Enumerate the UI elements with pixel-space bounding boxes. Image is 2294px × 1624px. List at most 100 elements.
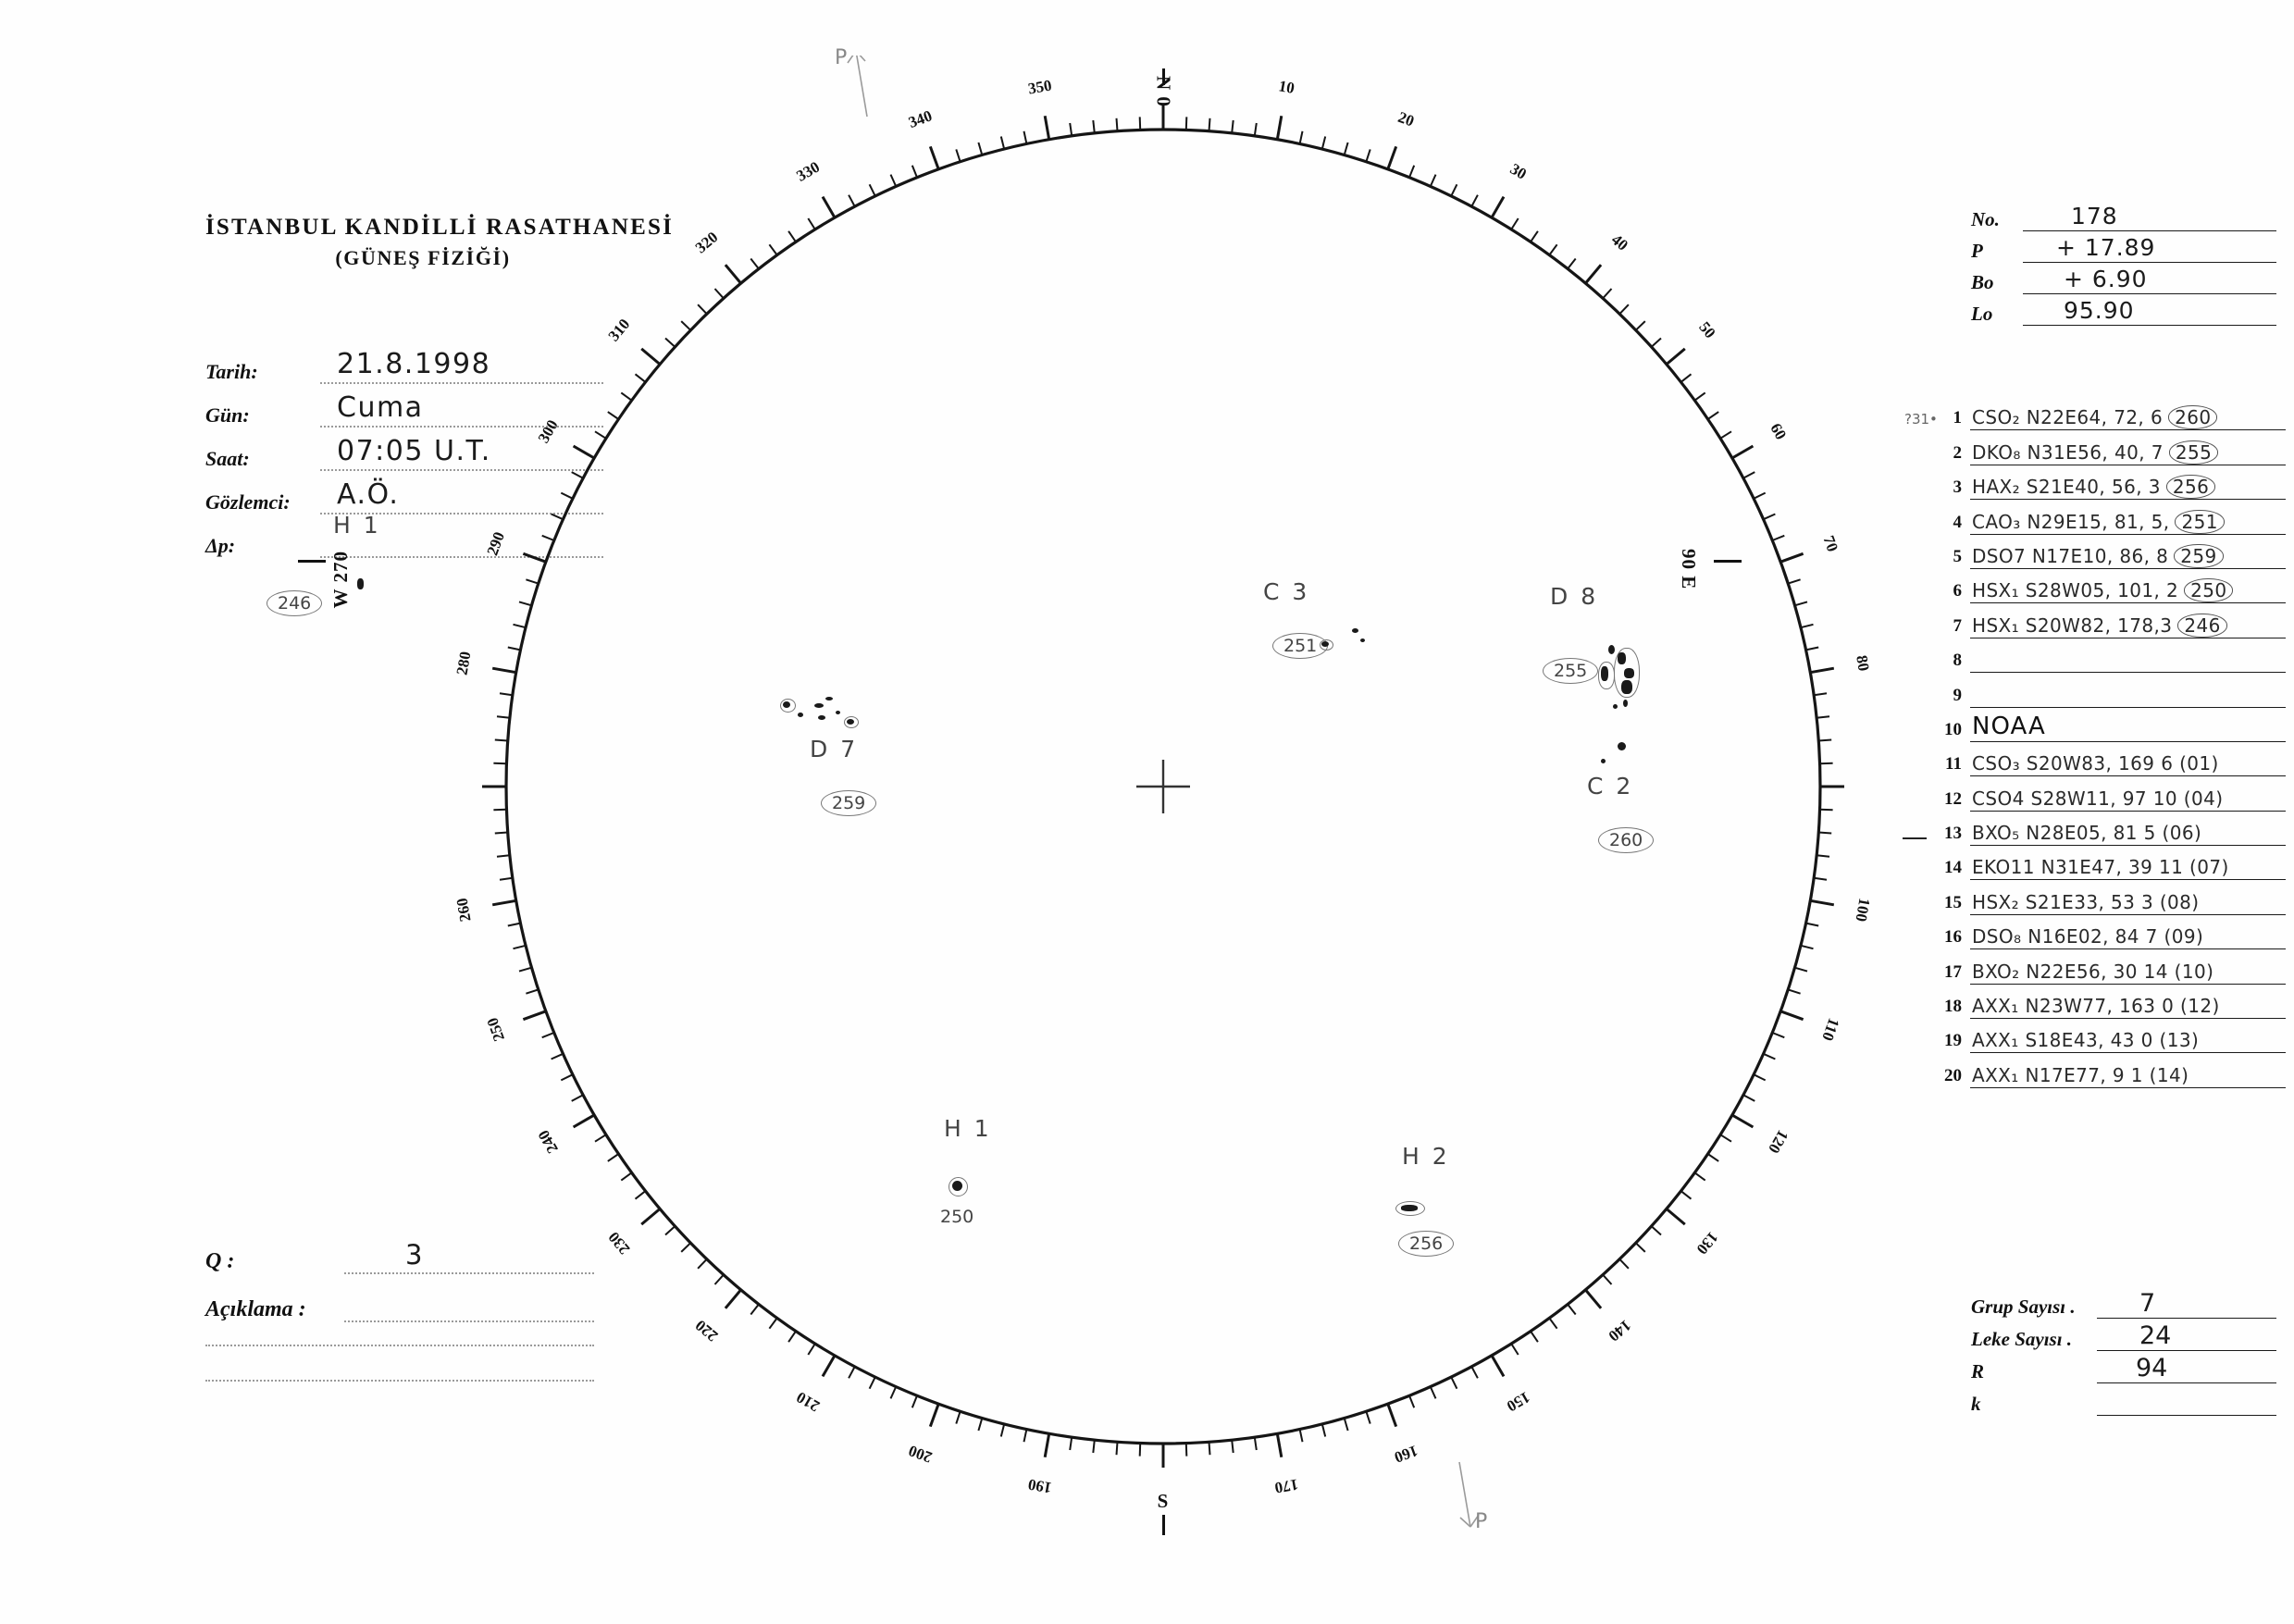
- degree-tick: [1763, 1052, 1776, 1060]
- observation-row-9-line[interactable]: [1970, 676, 2286, 708]
- degree-tick: [1707, 1153, 1719, 1162]
- field-date-value-line[interactable]: 21.8.1998: [320, 347, 603, 384]
- summary-r-line[interactable]: 94: [2097, 1354, 2276, 1383]
- observation-row-16-text: DSO₈ N16E02, 84 7 (09): [1972, 925, 2204, 948]
- degree-tick: [1813, 876, 1828, 881]
- degree-label-320: 320: [692, 229, 722, 257]
- observation-row-8-line[interactable]: [1970, 641, 2286, 674]
- observation-list: 1 CSO₂ N22E64, 72, 6 260 2 DKO₈ N31E56, 40, …: [1934, 396, 2286, 1088]
- field-day-value-line[interactable]: Cuma: [320, 391, 603, 428]
- note-extra-line-1[interactable]: [205, 1343, 594, 1346]
- observation-row-1-line[interactable]: CSO₂ N22E64, 72, 6 260: [1970, 399, 2286, 431]
- field-date-value: 21.8.1998: [337, 348, 491, 380]
- summary-spot-count-line[interactable]: 24: [2097, 1321, 2276, 1351]
- observation-row-19-line[interactable]: AXX₁ S18E43, 43 0 (13): [1970, 1022, 2286, 1054]
- observation-row-7-line[interactable]: HSX₁ S20W82, 178,3 246: [1970, 607, 2286, 638]
- summary-group-count-line[interactable]: 7: [2097, 1289, 2276, 1319]
- p-label-top: P: [835, 46, 848, 69]
- observation-row-4-line[interactable]: CAO₃ N29E15, 81, 5, 251: [1970, 503, 2286, 535]
- p-axis-arrow-top: [847, 56, 868, 118]
- observation-row-10-line[interactable]: NOAA: [1970, 711, 2286, 742]
- observation-row-13-line[interactable]: BXO₅ N28E05, 81 5 (06): [1970, 814, 2286, 847]
- solar-disc-chart: 10 20 30 40 50 60 70 80 100 110 120 130 140 150 160 170…: [267, 46, 1869, 1573]
- observation-row-3-line[interactable]: HAX₂ S21E40, 56, 3 256: [1970, 468, 2286, 501]
- field-day: Gün: Cuma: [205, 384, 603, 428]
- degree-tick: [640, 347, 662, 366]
- param-lo-value: 95.90: [2064, 297, 2135, 324]
- degree-tick: [1043, 1432, 1051, 1458]
- degree-tick: [1742, 471, 1755, 479]
- observation-row-11-line[interactable]: CSO₃ S20W83, 169 6 (01): [1970, 745, 2286, 777]
- east-tick: [1714, 560, 1742, 563]
- group-c3: C 3 251: [1263, 578, 1329, 659]
- degree-tick: [1719, 430, 1732, 440]
- cardinal-north: N 0: [1153, 68, 1175, 110]
- param-lo-line[interactable]: 95.90: [2023, 297, 2276, 326]
- degree-label-130: 130: [1693, 1229, 1722, 1258]
- degree-tick: [1298, 1429, 1304, 1443]
- observation-row-3: 3 HAX₂ S21E40, 56, 3 256: [1934, 465, 2286, 501]
- param-no-value: 178: [2071, 203, 2118, 229]
- degree-tick: [1805, 922, 1819, 927]
- degree-tick: [1635, 320, 1646, 331]
- group-h1-west: H 1 246: [267, 512, 381, 616]
- note-value-line[interactable]: [344, 1285, 594, 1322]
- field-delta-p-label: Δp:: [205, 534, 236, 557]
- observation-row-11-text: CSO₃ S20W83, 169 6 (01): [1972, 752, 2219, 775]
- degree-tick: [1365, 149, 1371, 163]
- param-no-line[interactable]: 178: [2023, 203, 2276, 231]
- degree-tick: [1567, 257, 1577, 270]
- param-p-value: + 17.89: [2056, 234, 2156, 261]
- note-extra-line-2[interactable]: [205, 1378, 594, 1382]
- degree-tick: [572, 1113, 595, 1129]
- degree-tick: [634, 1190, 647, 1200]
- quality-value-line[interactable]: 3: [344, 1237, 594, 1274]
- observation-row-2-line[interactable]: DKO₈ N31E56, 40, 7 255: [1970, 434, 2286, 465]
- param-row-bo: Bo + 6.90: [1971, 265, 2276, 294]
- observation-row-13-text: BXO₅ N28E05, 81 5 (06): [1972, 822, 2202, 845]
- parameters-block: No. 178 P + 17.89 Bo + 6.90 Lo 95.90: [1971, 202, 2276, 328]
- observation-row-18-line[interactable]: AXX₁ N23W77, 163 0 (12): [1970, 987, 2286, 1020]
- degree-tick: [493, 762, 507, 765]
- degree-tick: [526, 578, 539, 585]
- observation-row-20-line[interactable]: AXX₁ N17E77, 9 1 (14): [1970, 1057, 2286, 1088]
- observation-row-15-number: 15: [1944, 892, 1962, 912]
- observation-row-6-text: HSX₁ S28W05, 101, 2 250: [1972, 578, 2234, 603]
- degree-tick: [724, 1288, 742, 1309]
- degree-tick: [1771, 534, 1785, 541]
- degree-tick: [494, 738, 508, 742]
- degree-tick: [1731, 1113, 1755, 1129]
- quality-block: Q : 3 Açıklama :: [205, 1226, 594, 1382]
- observation-row-16-line[interactable]: DSO₈ N16E02, 84 7 (09): [1970, 918, 2286, 950]
- observation-row-1-text: CSO₂ N22E64, 72, 6 260: [1972, 405, 2218, 430]
- observation-row-10: 10 NOAA: [1934, 708, 2286, 742]
- field-time-value-line[interactable]: 07:05 U.T.: [320, 434, 603, 471]
- sunspot: [1601, 759, 1606, 763]
- observation-row-15-line[interactable]: HSX₂ S21E33, 53 3 (08): [1970, 884, 2286, 915]
- degree-tick: [518, 966, 532, 973]
- degree-tick: [928, 145, 940, 170]
- summary-k-line[interactable]: [2097, 1387, 2276, 1416]
- group-c2: C 2 260: [1587, 773, 1655, 853]
- group-h1-west-number: 246: [267, 590, 323, 616]
- degree-tick: [680, 1242, 691, 1253]
- degree-label-230: 230: [605, 1229, 634, 1258]
- degree-tick: [1069, 122, 1073, 137]
- observation-row-5-line[interactable]: DSO7 N17E10, 86, 8 259: [1970, 538, 2286, 569]
- observation-row-12-line[interactable]: CSO4 S28W11, 97 10 (04): [1970, 780, 2286, 812]
- degree-tick: [1470, 194, 1479, 207]
- field-observer-value-line[interactable]: A.Ö.: [320, 477, 603, 514]
- param-p-line[interactable]: + 17.89: [2023, 234, 2276, 263]
- param-bo-line[interactable]: + 6.90: [2023, 266, 2276, 294]
- observation-row-17-line[interactable]: BXO₂ N22E56, 30 14 (10): [1970, 953, 2286, 985]
- degree-tick: [1429, 174, 1437, 187]
- field-delta-p-value-line[interactable]: [320, 521, 603, 558]
- observation-row-14-line[interactable]: EKO11 N31E47, 39 11 (07): [1970, 849, 2286, 881]
- observation-row-6-line[interactable]: HSX₁ S28W05, 101, 2 250: [1970, 572, 2286, 604]
- degree-tick: [499, 876, 514, 881]
- field-day-label: Gün:: [205, 403, 250, 427]
- field-date-label: Tarih:: [205, 360, 258, 383]
- observation-row-1-circled-number: 260: [2168, 405, 2218, 430]
- group-d8-number: 255: [1543, 658, 1599, 684]
